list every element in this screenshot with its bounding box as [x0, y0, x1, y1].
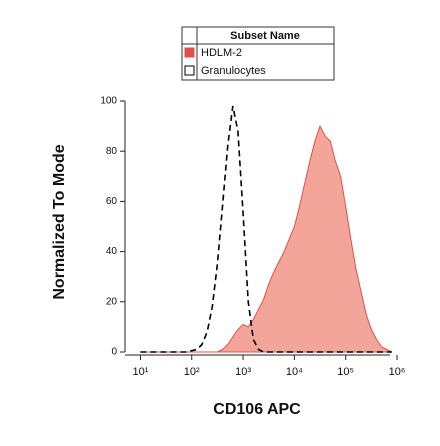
- x-tick-label: 10⁴: [286, 366, 303, 378]
- x-tick-label: 10⁵: [337, 366, 354, 378]
- y-axis-label: Normalized To Mode: [51, 144, 68, 299]
- y-tick-label: 80: [106, 146, 118, 157]
- histogram-area: [140, 124, 393, 353]
- x-tick-label: 10²: [184, 366, 200, 378]
- x-tick-label: 10⁶: [389, 366, 406, 378]
- y-tick-label: 60: [106, 196, 118, 207]
- x-axis-label: CD106 APC: [213, 401, 301, 418]
- legend-swatch: [184, 47, 195, 58]
- y-tick-label: 40: [106, 246, 118, 257]
- y-tick-label: 0: [111, 347, 117, 358]
- legend-box: [181, 26, 335, 81]
- y-tick-label: 100: [100, 96, 117, 107]
- legend-title: Subset Name: [230, 30, 300, 42]
- legend-swatch: [184, 65, 195, 76]
- x-tick-label: 10³: [235, 366, 251, 378]
- y-tick-label: 20: [106, 296, 118, 307]
- histogram-line: [140, 105, 392, 353]
- legend-label: HDLM-2: [201, 47, 242, 59]
- legend-label: Granulocytes: [201, 65, 266, 77]
- x-tick-label: 10¹: [132, 366, 148, 378]
